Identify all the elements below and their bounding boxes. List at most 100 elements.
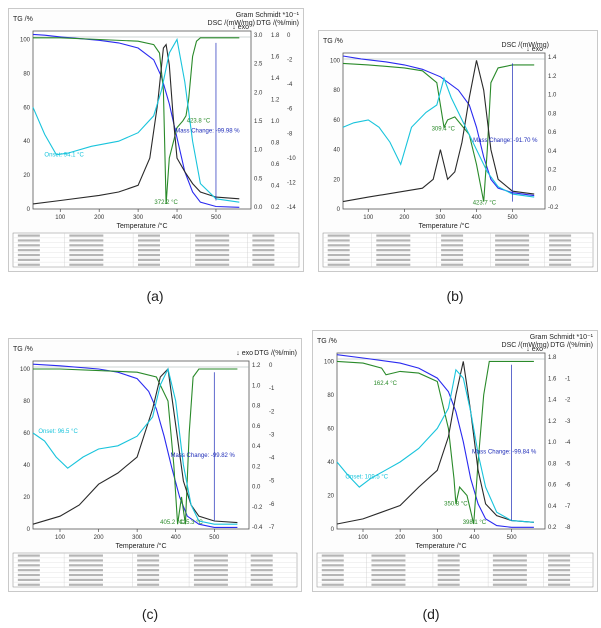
chart-svg-c: TG /%↓ exo DTG /(%/min)100 200 300 400 500Tem… bbox=[12, 346, 298, 588]
dsc-tick-label: 1.6 bbox=[548, 376, 557, 382]
series-line-0 bbox=[336, 354, 534, 528]
series-line-1 bbox=[336, 360, 534, 525]
annotation-label: 398.1 °C bbox=[463, 520, 487, 526]
metadata-text-line bbox=[441, 234, 464, 237]
metadata-text-line bbox=[321, 559, 344, 562]
dsc-tick-label: 1.0 bbox=[254, 148, 263, 154]
x-tick-label: 200 bbox=[399, 215, 410, 221]
metadata-text-line bbox=[376, 249, 411, 252]
metadata-text-line bbox=[252, 253, 275, 257]
series-line-3 bbox=[32, 37, 240, 203]
metadata-text-line bbox=[549, 249, 572, 252]
metadata-text-line bbox=[69, 258, 104, 261]
metadata-text-line bbox=[548, 573, 571, 577]
metadata-text-line bbox=[437, 569, 460, 572]
x-tick-label: 100 bbox=[55, 535, 66, 541]
dtg-axis-title: DTG /(%/min) bbox=[256, 20, 299, 27]
series-line-2 bbox=[32, 367, 238, 525]
dsc-tick-label: 1.8 bbox=[548, 355, 557, 361]
y-tick-label: 80 bbox=[23, 399, 30, 405]
x-tick-label: 200 bbox=[94, 535, 105, 541]
metadata-text-line bbox=[495, 234, 530, 237]
panel-label-b: (b) bbox=[446, 288, 464, 304]
dtg-tick-label: 0.4 bbox=[271, 184, 280, 190]
x-tick-label: 200 bbox=[94, 215, 105, 221]
dtg-tick-label: 1.6 bbox=[271, 55, 280, 61]
metadata-text-line bbox=[437, 559, 460, 562]
metadata-text-line bbox=[137, 564, 160, 567]
annotation-label: Onset: 94.1 °C bbox=[44, 152, 84, 158]
metadata-text-line bbox=[69, 234, 104, 237]
metadata-text-line bbox=[549, 239, 572, 242]
y-tick-label: 20 bbox=[327, 493, 334, 499]
metadata-text-line bbox=[548, 583, 571, 586]
dtg-tick-label: 1.0 bbox=[271, 119, 280, 125]
dtg-tick-label: 1.4 bbox=[271, 76, 280, 82]
metadata-text-line bbox=[68, 564, 103, 567]
metadata-text-line bbox=[17, 578, 40, 581]
panel-label-a: (a) bbox=[146, 288, 164, 304]
y-tick-label: 80 bbox=[327, 393, 334, 399]
x-axis-title: Temperature /°C bbox=[418, 222, 469, 230]
metadata-text-line bbox=[548, 564, 571, 567]
metadata-text-line bbox=[441, 244, 464, 247]
dsc-tick-label: 0.2 bbox=[548, 168, 557, 174]
metadata-text-line bbox=[137, 253, 160, 257]
dsc-tick-label: 1.2 bbox=[252, 363, 261, 369]
metadata-text-line bbox=[252, 244, 275, 247]
metadata-text-line bbox=[495, 258, 530, 261]
dsc-tick-label: 1.0 bbox=[548, 93, 557, 99]
x-axis-title: Temperature /°C bbox=[115, 542, 166, 550]
y-tick-label: 60 bbox=[23, 105, 30, 111]
metadata-text-line bbox=[492, 569, 527, 572]
metadata-text-line bbox=[17, 258, 40, 261]
metadata-text-line bbox=[195, 263, 230, 266]
series-line-1 bbox=[342, 62, 535, 202]
annotation-label: 372.2 °C bbox=[154, 200, 178, 206]
metadata-text-line bbox=[17, 554, 40, 557]
y-tick-label: 80 bbox=[23, 71, 30, 77]
dsc-tick-label: -0.2 bbox=[252, 505, 263, 511]
metadata-text-line bbox=[250, 573, 273, 577]
annotation-label: Mass Change: -91.70 % bbox=[473, 138, 538, 144]
dsc-tick-label: -0.2 bbox=[548, 205, 559, 211]
metadata-text-line bbox=[548, 559, 571, 562]
metadata-text-line bbox=[68, 583, 103, 586]
x-tick-label: 400 bbox=[471, 215, 482, 221]
dtg-tick-label: -2 bbox=[565, 398, 571, 404]
y-tick-label: 0 bbox=[27, 527, 31, 533]
series-line-0 bbox=[342, 55, 535, 197]
series-line-3 bbox=[32, 367, 238, 525]
metadata-text-line bbox=[137, 559, 160, 562]
metadata-text-line bbox=[492, 583, 527, 586]
metadata-text-line bbox=[549, 253, 572, 257]
dtg-tick-label: -8 bbox=[565, 525, 571, 531]
metadata-text-line bbox=[376, 244, 411, 247]
metadata-text-line bbox=[492, 573, 527, 577]
metadata-text-line bbox=[371, 559, 406, 562]
y-tick-label: 40 bbox=[23, 463, 30, 469]
dtg-tick-label: -6 bbox=[269, 502, 275, 508]
dsc-tick-label: 0.2 bbox=[548, 525, 557, 531]
y-axis-title: TG /% bbox=[13, 16, 33, 23]
annotation-label: Mass Change: -99.82 % bbox=[171, 453, 236, 459]
metadata-text-line bbox=[495, 249, 530, 252]
panel-label-c: (c) bbox=[141, 606, 159, 622]
metadata-text-line bbox=[68, 573, 103, 577]
y-tick-label: 60 bbox=[333, 118, 340, 124]
metadata-text-line bbox=[327, 239, 350, 242]
metadata-text-line bbox=[437, 564, 460, 567]
chart-panel-a: TG /% Gram Schmidt *10⁻¹ DSC /(mW/mg) DTG /… bbox=[8, 8, 304, 272]
dsc-tick-label: 0.6 bbox=[252, 424, 261, 430]
dtg-tick-label: -2 bbox=[269, 409, 275, 415]
y-axis-title: TG /% bbox=[13, 346, 33, 353]
dsc-tick-label: 0.8 bbox=[252, 404, 261, 410]
metadata-text-line bbox=[195, 258, 230, 261]
metadata-text-line bbox=[321, 573, 344, 577]
metadata-text-line bbox=[195, 249, 230, 252]
dsc-tick-label: 2.0 bbox=[254, 90, 263, 96]
plot-frame bbox=[32, 30, 252, 210]
y-tick-label: 20 bbox=[23, 495, 30, 501]
dtg-tick-label: -4 bbox=[565, 440, 571, 446]
metadata-text-line bbox=[137, 569, 160, 572]
